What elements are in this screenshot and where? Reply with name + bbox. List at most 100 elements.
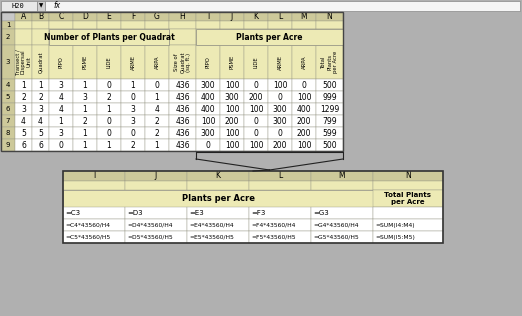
Text: =D4*43560/H4: =D4*43560/H4 [127,222,172,228]
Text: 6: 6 [6,106,10,112]
Bar [311,231,373,243]
Bar [121,139,145,151]
Text: Total Plants
per Acre: Total Plants per Acre [385,192,432,205]
Bar [49,91,73,103]
Bar [244,115,268,127]
Text: Transect /
Dispersal
Unit: Transect / Dispersal Unit [15,49,32,75]
Bar [1,103,15,115]
Text: 1: 1 [82,129,87,137]
Bar [15,12,32,21]
Bar [292,79,316,91]
Text: 0: 0 [58,141,64,149]
Bar [196,45,220,79]
Bar [249,171,311,181]
Bar [316,45,343,79]
Bar [169,139,196,151]
Text: 2: 2 [82,117,87,125]
Bar [268,115,292,127]
Text: 2: 2 [106,93,111,101]
Bar [292,12,316,21]
Bar [311,207,373,219]
Bar [196,91,220,103]
Bar [316,29,343,45]
Bar [373,181,443,190]
Text: fx: fx [53,2,61,10]
Bar [15,127,32,139]
Text: 3: 3 [130,117,135,125]
Bar [316,115,343,127]
Bar [1,139,15,151]
Bar [292,91,316,103]
Bar [63,190,373,207]
Text: LIDE: LIDE [106,56,112,68]
Bar [196,127,220,139]
Bar [220,115,244,127]
Bar [97,21,121,29]
Text: 300: 300 [200,81,215,89]
Text: 0: 0 [302,81,306,89]
Bar [1,12,15,21]
Bar [268,79,292,91]
Bar [244,29,268,45]
Bar [121,45,145,79]
Bar [49,29,73,45]
Bar [220,12,244,21]
Text: J: J [231,12,233,21]
Bar [187,181,249,190]
Text: 7: 7 [6,118,10,124]
Bar [244,103,268,115]
Text: ARME: ARME [130,54,136,70]
Text: 200: 200 [296,117,311,125]
Text: 0: 0 [106,129,111,137]
Bar [15,139,32,151]
Text: K: K [216,172,220,180]
Bar [244,91,268,103]
Bar [169,127,196,139]
Bar [1,91,15,103]
Text: 4: 4 [6,82,10,88]
Bar [220,21,244,29]
Text: 999: 999 [322,93,337,101]
Bar [32,139,49,151]
Bar [373,219,443,231]
Text: 4: 4 [58,93,64,101]
Text: PSME: PSME [82,55,88,69]
Text: 200: 200 [249,93,263,101]
Bar [187,231,249,243]
Text: ARPA: ARPA [302,55,306,69]
Bar [45,1,520,11]
Bar [316,79,343,91]
Bar [73,12,97,21]
Text: D: D [82,12,88,21]
Text: F: F [131,12,135,21]
Text: =SUM(I4:M4): =SUM(I4:M4) [375,222,414,228]
Bar [15,45,32,79]
Bar [169,12,196,21]
Text: =F3: =F3 [251,210,265,216]
Text: =C5*43560/H5: =C5*43560/H5 [65,234,110,240]
Text: 2: 2 [155,117,159,125]
Text: Plants per Acre: Plants per Acre [236,33,303,41]
Bar [145,115,169,127]
Bar [268,21,292,29]
Text: A: A [21,12,26,21]
Bar [32,127,49,139]
Text: 1: 1 [6,22,10,28]
Text: 1299: 1299 [320,105,339,113]
Text: 2: 2 [130,141,135,149]
Text: 436: 436 [175,129,190,137]
Bar [49,21,73,29]
Text: 200: 200 [273,141,287,149]
Bar [1,45,15,79]
Bar [97,115,121,127]
Bar [97,45,121,79]
Text: 100: 100 [225,141,239,149]
Bar [244,12,268,21]
Bar [97,79,121,91]
Text: 3: 3 [130,105,135,113]
Bar [125,181,187,190]
Bar [292,115,316,127]
Bar [169,79,196,91]
Bar [63,219,125,231]
Bar [292,45,316,79]
